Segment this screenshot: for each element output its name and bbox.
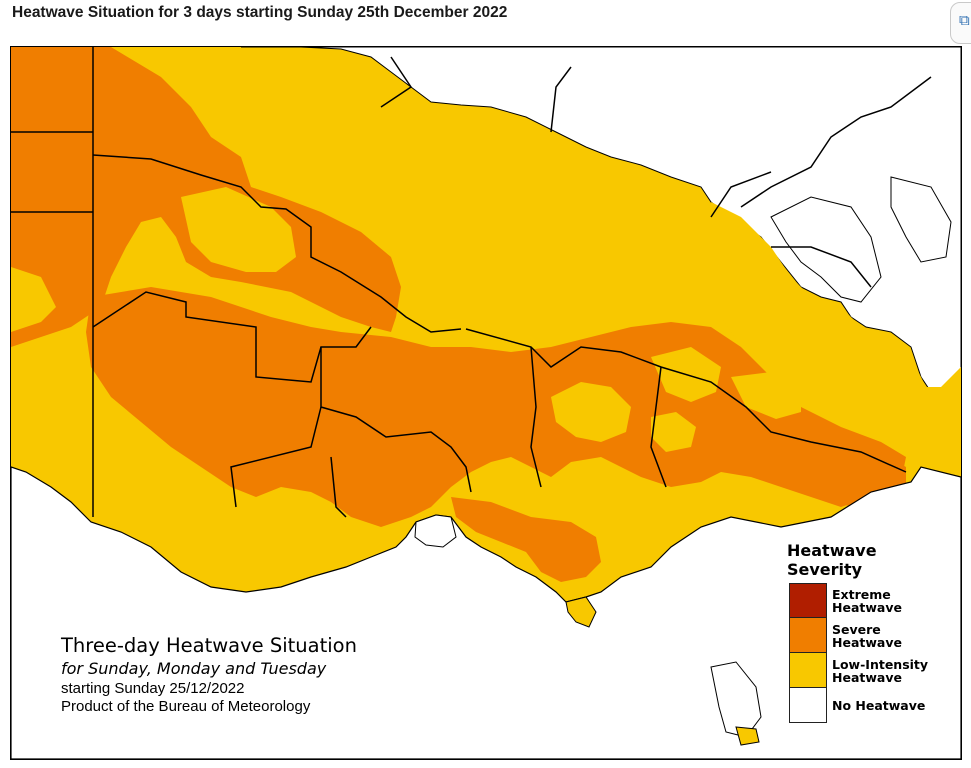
map-caption: Three-day Heatwave Situation for Sunday,…: [61, 634, 357, 715]
legend-items: Extreme Heatwave Severe Heatwave Low-Inten…: [789, 583, 928, 723]
no-heatwave-patch: [890, 176, 952, 263]
wilsons-promontory: [565, 596, 597, 628]
window-icon[interactable]: ⧉: [950, 2, 971, 44]
island: [735, 726, 760, 746]
victoria-map-svg: [11, 47, 961, 759]
legend-title: Heatwave Severity: [787, 541, 877, 579]
legend-label: Low-Intensity Heatwave: [832, 656, 929, 685]
caption-line-4: Product of the Bureau of Meteorology: [61, 698, 311, 715]
low-intensity-hole: [551, 382, 631, 442]
island: [710, 661, 762, 738]
low-intensity-east: [711, 202, 961, 477]
legend-swatch: [789, 688, 827, 723]
legend-item: No Heatwave: [789, 688, 928, 723]
heatwave-map: Three-day Heatwave Situation for Sunday,…: [10, 46, 962, 760]
severe-region-south: [451, 497, 601, 582]
low-intensity-hole: [651, 412, 696, 452]
caption-line-2: for Sunday, Monday and Tuesday: [61, 659, 327, 678]
district-boundaries: [11, 47, 932, 518]
caption-line-3: starting Sunday 25/12/2022: [61, 680, 245, 697]
no-heatwave-patch: [770, 196, 882, 303]
legend-item: Severe Heatwave: [789, 618, 928, 653]
legend-swatch: [789, 653, 827, 688]
legend-label: Severe Heatwave: [832, 621, 902, 650]
page-title: Heatwave Situation for 3 days starting S…: [12, 4, 508, 21]
low-intensity-hole: [731, 372, 801, 419]
legend-item: Extreme Heatwave: [789, 583, 928, 618]
legend-swatch: [789, 583, 827, 618]
legend-label: Extreme Heatwave: [832, 586, 902, 615]
severe-region-central: [86, 287, 906, 527]
legend-item: Low-Intensity Heatwave: [789, 653, 928, 688]
port-phillip-bay: [414, 514, 457, 548]
map-legend: Heatwave Severity Extreme Heatwave Severe…: [787, 541, 928, 723]
legend-swatch: [789, 618, 827, 653]
low-intensity-hole: [11, 267, 56, 332]
caption-line-1: Three-day Heatwave Situation: [61, 634, 357, 657]
legend-label: No Heatwave: [832, 698, 926, 713]
